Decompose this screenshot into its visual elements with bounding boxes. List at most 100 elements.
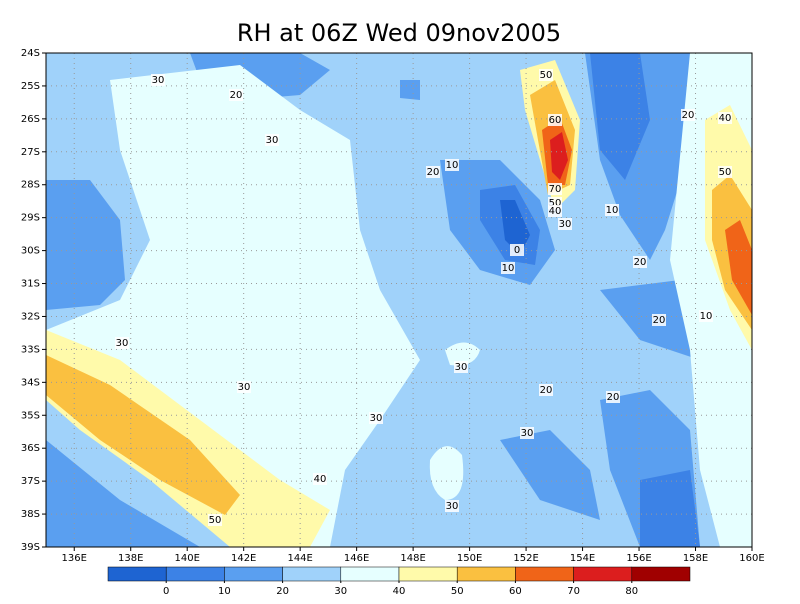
colorbar-label: 80 [625, 586, 638, 597]
contour-label: 40 [314, 474, 327, 485]
colorbar-label: 20 [276, 586, 289, 597]
x-tick-label: 152E [513, 553, 538, 564]
fill-region [590, 53, 650, 180]
y-tick-label: 30S [21, 246, 40, 257]
contour-label-bg [445, 500, 459, 512]
y-tick-label: 36S [21, 443, 40, 454]
colorbar-box [456, 566, 516, 582]
contour-label: 50 [209, 515, 222, 526]
contour-label: 70 [549, 184, 562, 195]
contour-label-bg [633, 256, 647, 268]
contour-label-bg [548, 205, 562, 217]
fill-region [500, 430, 600, 520]
contour-label-bg [539, 384, 553, 396]
y-tick-label: 24S [21, 48, 40, 59]
y-tick-label: 28S [21, 180, 40, 191]
contour-label: 30 [455, 362, 468, 373]
colorbar: 0 10 20 30 40 50 60 70 80 [107, 566, 691, 597]
y-tick-label: 25S [21, 81, 40, 92]
contour-label-bg [369, 412, 383, 424]
contour-label: 40 [719, 113, 732, 124]
colorbar-box [515, 566, 574, 582]
contour-label-bg [265, 134, 279, 146]
x-tick-label: 158E [683, 553, 708, 564]
colorbar-box [398, 566, 458, 582]
chart-title: RH at 06Z Wed 09nov2005 [237, 19, 561, 47]
contour-label-bg [520, 427, 534, 439]
y-tick-label: 33S [21, 344, 40, 355]
colorbar-label: 70 [567, 586, 580, 597]
y-tick-label: 37S [21, 476, 40, 487]
contour-label-bg [718, 166, 732, 178]
contour-label-bg [426, 166, 440, 178]
colorbar-box [165, 566, 225, 582]
contour-label: 10 [502, 263, 515, 274]
contour-label-bg [539, 69, 553, 81]
colorbar-box [573, 566, 633, 582]
fill-region [46, 330, 330, 547]
contour-label: 30 [446, 501, 459, 512]
contour-label-bg [606, 391, 620, 403]
contour-label: 20 [230, 90, 243, 101]
colorbar-label: 30 [334, 586, 347, 597]
fill-region [725, 220, 752, 315]
contour-label-bg [548, 114, 562, 126]
contour-label-bg [501, 262, 515, 274]
colorbar-box [631, 566, 691, 582]
colorbar-box [340, 566, 400, 582]
contour-label-bg [115, 337, 129, 349]
y-tick-label: 29S [21, 213, 40, 224]
x-tick-label: 156E [626, 553, 651, 564]
contour-label-bg [313, 473, 327, 485]
contour-label-bg [558, 218, 572, 230]
plot-frame [45, 52, 753, 548]
contour-label-bg [548, 183, 562, 195]
fill-region [400, 80, 420, 100]
contour-label: 30 [116, 338, 129, 349]
contour-label-bg [681, 109, 695, 121]
fill-region [46, 355, 240, 515]
colorbar-box [282, 566, 342, 582]
fill-region [550, 132, 568, 180]
x-tick-label: 144E [287, 553, 312, 564]
x-tick-label: 138E [118, 553, 143, 564]
colorbar-box [107, 566, 167, 582]
contour-label-bg [237, 381, 251, 393]
fill-region [500, 200, 530, 255]
contour-label: 30 [521, 428, 534, 439]
contour-label: 30 [266, 135, 279, 146]
colorbar-label: 10 [218, 586, 231, 597]
contour-label: 0 [514, 245, 520, 256]
fill-region [46, 440, 200, 547]
contour-labels: 3020302010506070504030010102040502010303… [115, 69, 732, 526]
contour-label: 40 [549, 206, 562, 217]
fill-region [210, 382, 307, 450]
x-tick-label: 142E [231, 553, 256, 564]
contour-fills [46, 53, 752, 547]
x-tick-label: 150E [457, 553, 482, 564]
contour-label-bg [208, 514, 222, 526]
contour-label-bg [718, 112, 732, 124]
fill-region [640, 470, 700, 547]
x-tick-label: 148E [400, 553, 425, 564]
y-tick-label: 27S [21, 147, 40, 158]
colorbar-label: 50 [451, 586, 464, 597]
contour-label: 60 [549, 115, 562, 126]
y-tick-label: 39S [21, 542, 40, 553]
fill-region [429, 446, 464, 500]
x-tick-label: 146E [344, 553, 369, 564]
x-tick-label: 154E [570, 553, 595, 564]
contour-label-bg [151, 74, 165, 86]
contour-label-bg [652, 314, 666, 326]
contour-label: 20 [607, 392, 620, 403]
contour-label: 50 [549, 198, 562, 209]
fill-region [445, 342, 480, 366]
x-tick-label: 140E [174, 553, 199, 564]
contour-label: 20 [653, 315, 666, 326]
contour-label-bg [445, 159, 459, 171]
y-tick-label: 38S [21, 509, 40, 520]
y-tick-label: 26S [21, 114, 40, 125]
contour-label: 20 [682, 110, 695, 121]
contour-label: 30 [238, 382, 251, 393]
colorbar-label: 60 [509, 586, 522, 597]
